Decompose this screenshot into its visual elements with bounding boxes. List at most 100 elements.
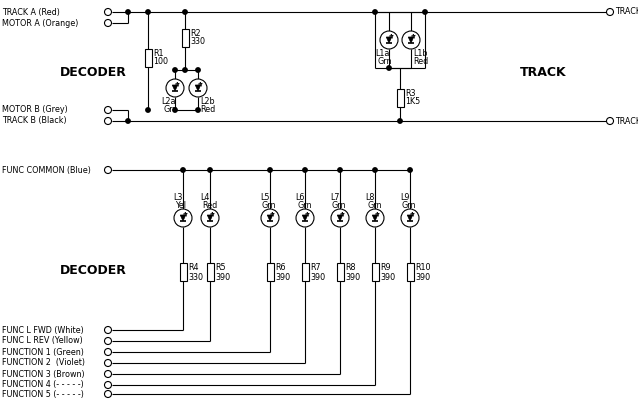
Text: R8: R8	[345, 262, 355, 271]
Text: Grn: Grn	[332, 202, 346, 211]
Circle shape	[126, 10, 130, 14]
Bar	[179, 263, 186, 281]
Text: Yel: Yel	[175, 202, 186, 211]
Text: 100: 100	[153, 58, 168, 66]
Text: 390: 390	[275, 273, 290, 281]
Text: FUNC COMMON (Blue): FUNC COMMON (Blue)	[2, 166, 91, 175]
Circle shape	[196, 108, 200, 112]
Text: L5: L5	[260, 194, 269, 202]
Text: R10: R10	[415, 262, 431, 271]
Circle shape	[201, 209, 219, 227]
Circle shape	[174, 209, 192, 227]
Text: Grn: Grn	[367, 202, 382, 211]
Text: FUNC L FWD (White): FUNC L FWD (White)	[2, 326, 84, 335]
Circle shape	[126, 119, 130, 123]
Circle shape	[366, 209, 384, 227]
Text: 390: 390	[415, 273, 430, 281]
Polygon shape	[408, 37, 414, 43]
Circle shape	[173, 108, 177, 112]
Circle shape	[402, 31, 420, 49]
Text: Red: Red	[413, 58, 428, 66]
Circle shape	[105, 360, 112, 367]
Bar	[302, 263, 309, 281]
Text: 390: 390	[380, 273, 395, 281]
Bar	[181, 29, 188, 47]
Text: FUNCTION 4 (- - - - -): FUNCTION 4 (- - - - -)	[2, 381, 84, 390]
Text: FUNCTION 1 (Green): FUNCTION 1 (Green)	[2, 347, 84, 356]
Text: L9: L9	[400, 194, 410, 202]
Bar	[267, 263, 274, 281]
Text: TRACK: TRACK	[520, 66, 567, 79]
Polygon shape	[195, 85, 201, 91]
Text: 390: 390	[345, 273, 360, 281]
Circle shape	[105, 107, 112, 113]
Circle shape	[105, 326, 112, 333]
Circle shape	[166, 79, 184, 97]
Circle shape	[607, 9, 614, 15]
Circle shape	[268, 168, 272, 172]
Text: R6: R6	[275, 262, 285, 271]
Circle shape	[105, 9, 112, 15]
Text: Grn: Grn	[163, 105, 177, 115]
Circle shape	[105, 390, 112, 397]
Text: Red: Red	[202, 202, 218, 211]
Text: L2b: L2b	[200, 98, 214, 107]
Circle shape	[146, 10, 150, 14]
Text: DECODER: DECODER	[60, 264, 127, 277]
Circle shape	[303, 168, 308, 172]
Text: Red: Red	[200, 105, 215, 115]
Circle shape	[338, 168, 342, 172]
Text: MOTOR B (Grey): MOTOR B (Grey)	[2, 105, 68, 115]
Polygon shape	[372, 215, 378, 221]
Text: R3: R3	[405, 90, 415, 98]
Circle shape	[173, 68, 177, 72]
Polygon shape	[386, 37, 392, 43]
Circle shape	[189, 79, 207, 97]
Text: 1K5: 1K5	[405, 98, 420, 107]
Circle shape	[331, 209, 349, 227]
Text: L2a: L2a	[161, 98, 175, 107]
Bar	[336, 263, 343, 281]
Bar	[207, 263, 214, 281]
Text: FUNCTION 3 (Brown): FUNCTION 3 (Brown)	[2, 369, 85, 379]
Circle shape	[183, 68, 187, 72]
Text: FUNC L REV (Yellow): FUNC L REV (Yellow)	[2, 337, 83, 345]
Circle shape	[387, 66, 391, 70]
Text: FUNCTION 2  (Violet): FUNCTION 2 (Violet)	[2, 358, 85, 367]
Circle shape	[105, 337, 112, 345]
Bar	[406, 263, 413, 281]
Text: L1b: L1b	[413, 49, 427, 58]
Circle shape	[105, 166, 112, 173]
Circle shape	[105, 117, 112, 124]
Polygon shape	[267, 215, 273, 221]
Text: 330: 330	[190, 38, 205, 47]
Circle shape	[105, 19, 112, 26]
Bar	[396, 89, 403, 107]
Text: R7: R7	[310, 262, 321, 271]
Text: L3: L3	[173, 194, 182, 202]
Polygon shape	[407, 215, 413, 221]
Text: MOTOR A (Orange): MOTOR A (Orange)	[2, 19, 78, 28]
Text: R9: R9	[380, 262, 390, 271]
Text: Grn: Grn	[377, 58, 392, 66]
Polygon shape	[207, 215, 212, 221]
Text: TRACK B: TRACK B	[615, 117, 638, 126]
Text: L7: L7	[330, 194, 339, 202]
Polygon shape	[172, 85, 178, 91]
Circle shape	[373, 10, 377, 14]
Text: Grn: Grn	[297, 202, 311, 211]
Bar	[144, 49, 151, 67]
Text: Grn: Grn	[262, 202, 276, 211]
Circle shape	[146, 108, 150, 112]
Text: 330: 330	[188, 273, 203, 281]
Circle shape	[607, 117, 614, 124]
Circle shape	[296, 209, 314, 227]
Circle shape	[105, 382, 112, 388]
Polygon shape	[181, 215, 186, 221]
Circle shape	[183, 10, 187, 14]
Text: 390: 390	[310, 273, 325, 281]
Circle shape	[401, 209, 419, 227]
Circle shape	[261, 209, 279, 227]
Polygon shape	[338, 215, 343, 221]
Text: L6: L6	[295, 194, 304, 202]
